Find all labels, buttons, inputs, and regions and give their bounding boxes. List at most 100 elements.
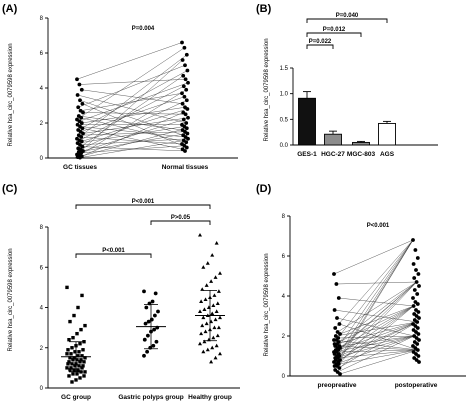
c-y-tick-label: 0: [40, 386, 44, 392]
d-pair-line: [339, 239, 414, 361]
c-point: [218, 351, 222, 356]
c-point: [68, 356, 72, 360]
a-pair-line: [80, 96, 185, 132]
d-point: [334, 282, 339, 286]
d-point: [411, 262, 416, 266]
d-pair-line: [334, 305, 414, 345]
c-y-tick-label: 2: [40, 346, 44, 352]
c-point: [73, 350, 77, 354]
a-point: [181, 73, 186, 78]
c-point: [211, 303, 216, 307]
panel-label-b: (B): [256, 3, 272, 15]
d-pair-line: [339, 349, 418, 375]
d-point: [415, 320, 420, 324]
d-point: [412, 288, 417, 292]
d-point: [416, 310, 421, 314]
a-point: [180, 101, 185, 106]
c-point: [199, 299, 204, 303]
a-y-tick-label: 6: [40, 51, 44, 57]
c-point: [152, 313, 157, 318]
c-point: [66, 348, 70, 352]
c-point: [83, 356, 87, 360]
c-y-tick-label: 8: [40, 225, 44, 231]
c-point: [203, 297, 208, 301]
a-point: [75, 93, 80, 97]
a-x-label: Normal tissues: [162, 164, 209, 171]
c-bracket: [150, 220, 211, 225]
d-pair-line: [338, 297, 414, 307]
d-point: [417, 360, 421, 364]
c-x-label: Healthy group: [188, 394, 232, 401]
c-point: [71, 372, 75, 376]
a-pair-line: [79, 86, 184, 141]
c-point: [146, 319, 151, 324]
y-axis-title-b: Relative hsa_circ_0079598 expression: [264, 38, 270, 141]
a-point: [183, 149, 187, 153]
c-point: [67, 360, 71, 364]
d-point: [414, 268, 418, 272]
c-point: [203, 329, 208, 334]
d-pair-line: [336, 335, 415, 365]
a-pair-line: [77, 94, 187, 124]
d-pair-line: [338, 349, 418, 365]
c-point: [82, 374, 86, 378]
a-point: [184, 145, 189, 150]
c-point: [72, 356, 76, 360]
d-point: [415, 348, 420, 352]
d-point: [416, 272, 421, 276]
c-point: [82, 360, 86, 364]
c-point: [75, 331, 79, 336]
d-x-label: preopreative: [317, 382, 356, 389]
b-pvalue: P=0.040: [336, 13, 359, 19]
d-point: [332, 308, 337, 312]
a-point: [184, 87, 189, 92]
b-pvalue: P=0.022: [309, 39, 332, 45]
c-point: [72, 368, 76, 372]
d-pair-line: [336, 349, 418, 353]
d-pair-line: [334, 281, 417, 355]
b-bar: [324, 133, 342, 146]
d-point: [338, 372, 342, 376]
d-point: [332, 272, 336, 276]
c-point: [145, 333, 150, 338]
b-x-label: MGC-803: [347, 151, 376, 158]
d-point: [415, 326, 420, 330]
c-point: [74, 378, 78, 382]
c-point: [214, 309, 219, 314]
c-point: [204, 321, 209, 326]
a-point: [81, 110, 85, 115]
c-point: [65, 352, 69, 356]
d-point: [417, 284, 421, 288]
y-axis-title-a: Relative hsa_circ_0079598 expression: [8, 43, 14, 146]
a-point: [183, 77, 188, 82]
a-pair-line: [81, 107, 186, 124]
c-point: [81, 364, 85, 368]
c-point: [200, 323, 205, 328]
c-point: [80, 293, 84, 298]
c-point: [78, 360, 82, 364]
a-y-tick-label: 4: [40, 86, 44, 92]
c-point: [77, 350, 81, 354]
d-x-label: postoperative: [395, 382, 438, 389]
c-point: [216, 325, 221, 330]
a-point: [77, 82, 82, 87]
a-pair-line: [82, 117, 189, 134]
a-point: [184, 98, 189, 103]
d-pair-line: [336, 317, 415, 337]
a-point: [180, 91, 184, 96]
c-point: [81, 348, 85, 352]
panel-d-plot: 0 2 4 6 8 preopreative postoperative P<0.001: [282, 214, 466, 389]
a-pair-line: [80, 100, 187, 150]
c-point: [71, 335, 75, 340]
a-point: [79, 135, 84, 139]
a-pair-line: [78, 115, 183, 131]
b-bar: [352, 141, 370, 146]
d-point: [411, 304, 416, 308]
d-point: [415, 342, 420, 346]
c-point: [218, 315, 222, 320]
d-point: [411, 238, 415, 242]
c-pvalue: P>0.05: [171, 215, 191, 221]
c-point: [67, 374, 71, 378]
c-point: [79, 327, 83, 332]
